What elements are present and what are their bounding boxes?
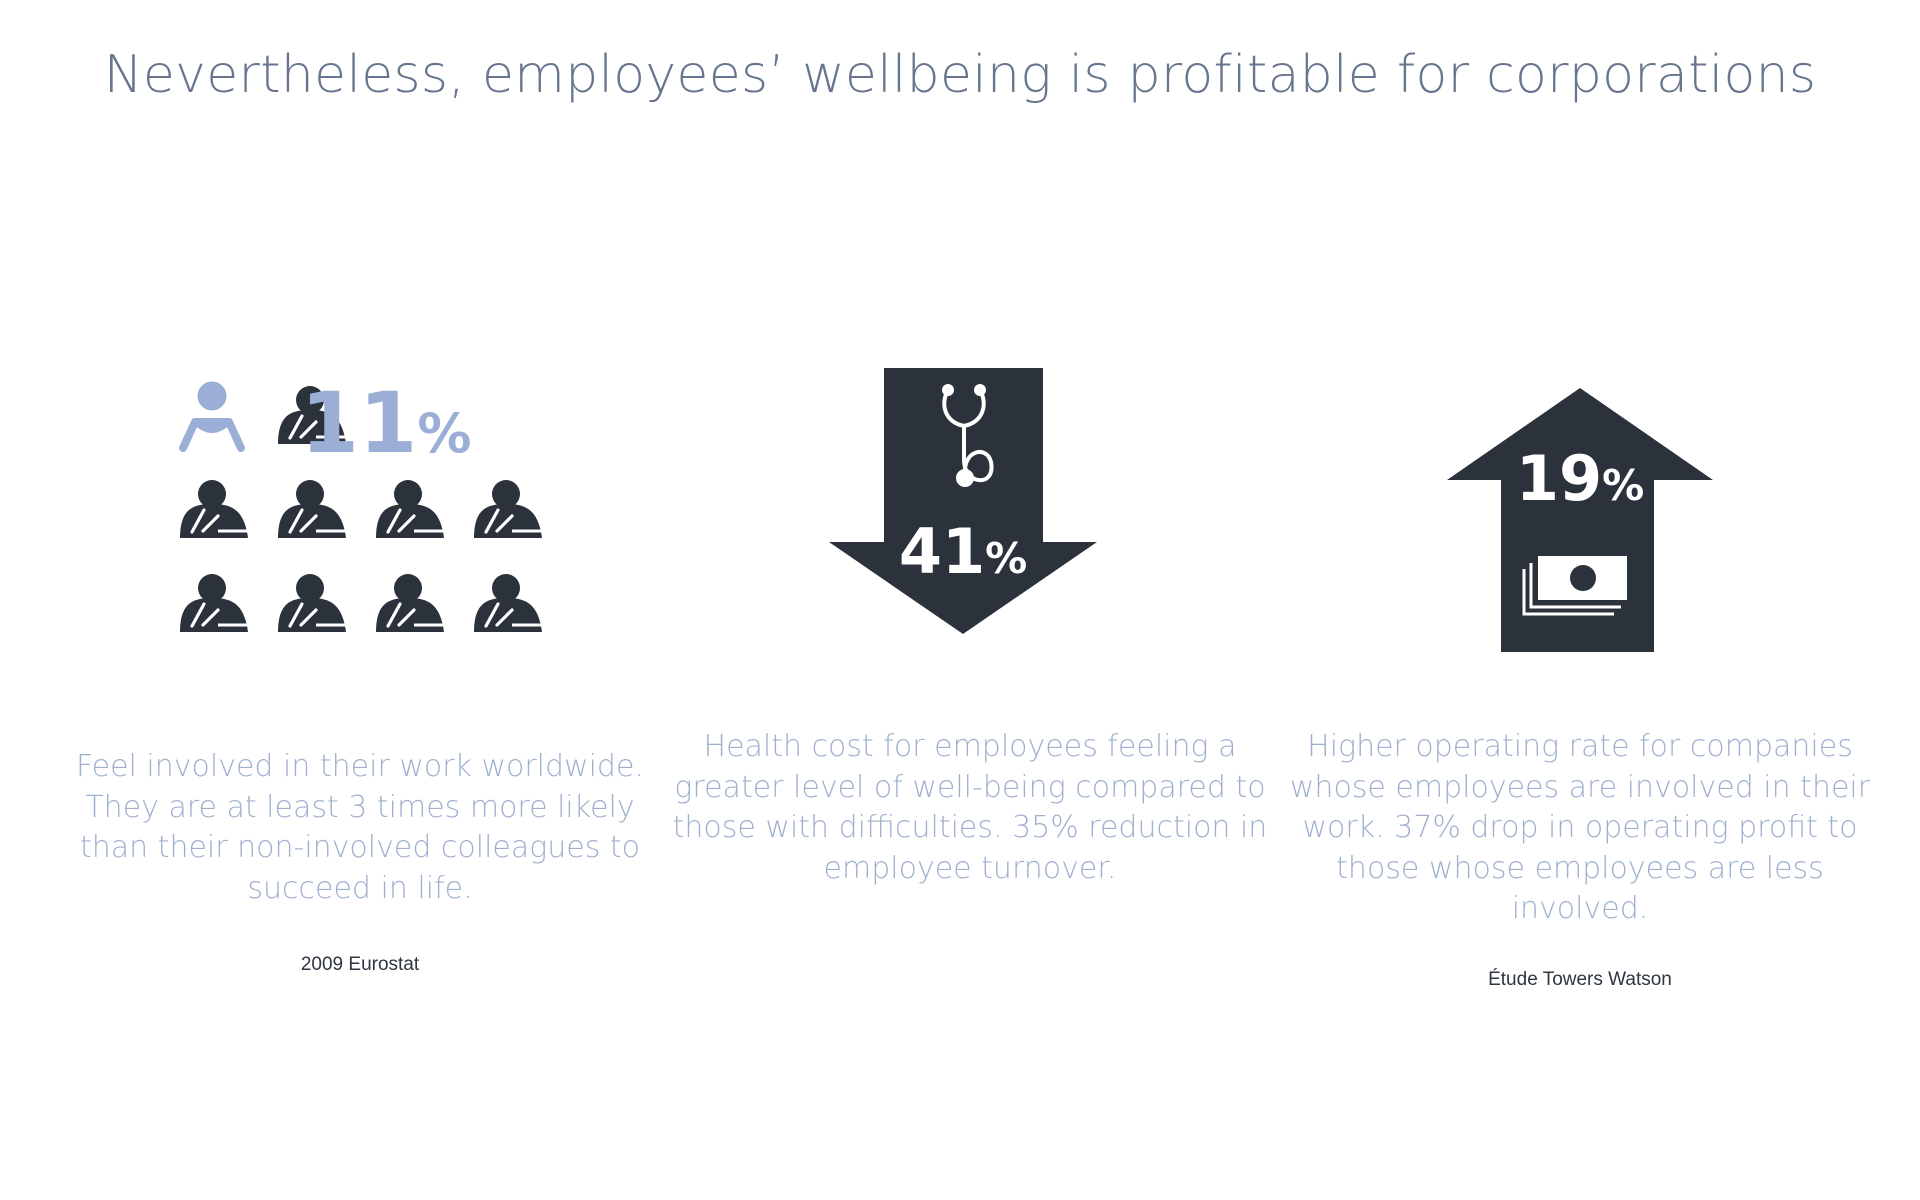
stat-unit: %: [1602, 461, 1644, 510]
stat-source: 2009 Eurostat: [300, 954, 420, 975]
stat-source: Étude Towers Watson: [1488, 969, 1672, 990]
stat-description: Health cost for employees feeling a grea…: [672, 729, 1268, 886]
stat-unit: %: [417, 402, 471, 465]
person-uninvolved-icon: [472, 572, 544, 634]
stat-description: Higher operating rate for companies whos…: [1289, 729, 1871, 926]
stat-description: Feel involved in their work worldwide. T…: [76, 749, 644, 906]
stat-percentage: 41%: [899, 515, 1027, 588]
person-uninvolved-icon: [276, 478, 348, 540]
person-involved-icon: [183, 382, 241, 448]
person-uninvolved-icon: [178, 572, 250, 634]
stat-percentage: 11%: [300, 374, 471, 472]
person-uninvolved-icon: [374, 572, 446, 634]
arrow-down-icon: [829, 368, 1097, 634]
people-grid-icon: 11%: [178, 374, 544, 634]
arrow-up-icon: [1447, 388, 1713, 652]
stat-percentage: 19%: [1516, 442, 1644, 515]
person-uninvolved-icon: [178, 478, 250, 540]
stat-number: 11: [300, 374, 417, 472]
page-title: Nevertheless, employees’ wellbeing is pr…: [103, 45, 1817, 105]
money-stack-icon: [1522, 556, 1627, 616]
stat-number: 41: [899, 515, 985, 588]
stethoscope-icon: [942, 384, 994, 487]
person-uninvolved-icon: [374, 478, 446, 540]
person-uninvolved-icon: [472, 478, 544, 540]
stat-unit: %: [985, 534, 1027, 583]
person-uninvolved-icon: [276, 572, 348, 634]
stat-number: 19: [1516, 442, 1602, 515]
